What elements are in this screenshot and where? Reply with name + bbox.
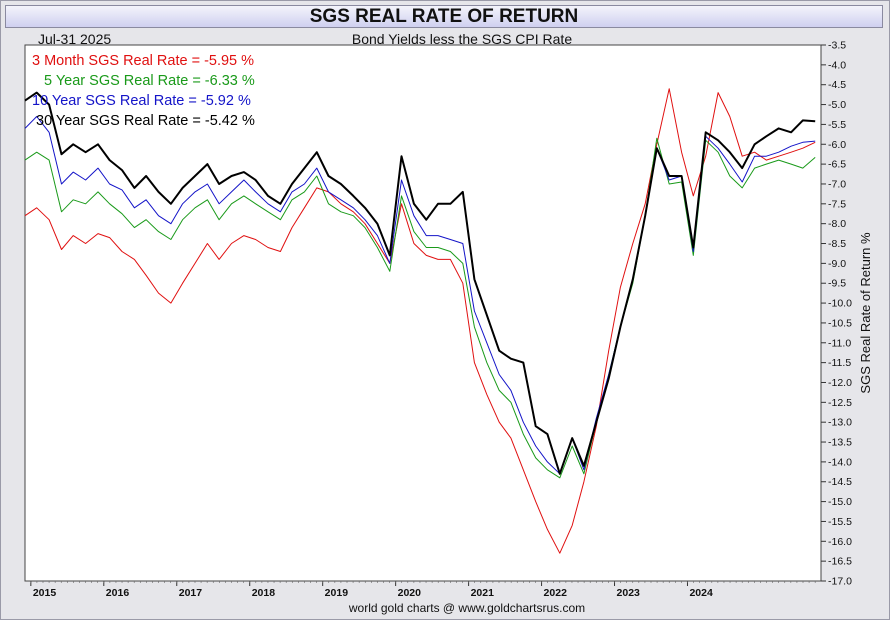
series-line-4: [24, 91, 816, 475]
y-tick-label: -12.5: [828, 397, 852, 409]
y-tick-label: -6.0: [828, 139, 846, 151]
date-label: Jul-31 2025: [38, 31, 111, 47]
legend-entry-3: 10 Year SGS Real Rate = -5.92 %: [32, 93, 251, 109]
y-tick-label: -6.5: [828, 159, 846, 171]
chart-footer: world gold charts @ www.goldchartsrus.co…: [348, 601, 585, 615]
y-tick-label: -4.0: [828, 59, 846, 71]
y-tick-label: -5.0: [828, 99, 846, 111]
x-axis: 2015 2016 2017 2018 2019 2020 2021 2022 2023 2024: [30, 581, 816, 599]
series-line-1: [24, 88, 816, 554]
chart-title: SGS REAL RATE OF RETURN: [5, 5, 883, 28]
y-tick-label: -17.0: [828, 576, 852, 588]
y-tick-label: -11.0: [828, 337, 851, 349]
legend-entry-2: 5 Year SGS Real Rate = -6.33 %: [44, 73, 255, 89]
y-tick-label: -5.5: [828, 119, 846, 131]
legend-entry-1: 3 Month SGS Real Rate = -5.95 %: [32, 53, 254, 69]
x-tick-label: 2024: [689, 587, 713, 599]
legend: 3 Month SGS Real Rate = -5.95 % 5 Year SG…: [32, 53, 255, 129]
y-axis-label: SGS Real Rate of Return %: [858, 232, 873, 394]
y-tick-label: -15.5: [828, 516, 852, 528]
x-tick-label: 2020: [398, 587, 422, 599]
y-tick-label: -16.5: [828, 556, 852, 568]
legend-entry-4: 30 Year SGS Real Rate = -5.42 %: [36, 113, 255, 129]
x-tick-label: 2017: [179, 587, 203, 599]
x-tick-label: 2015: [33, 587, 57, 599]
y-tick-label: -13.0: [828, 417, 852, 429]
x-tick-label: 2022: [544, 587, 568, 599]
y-tick-label: -3.5: [828, 40, 846, 52]
y-tick-label: -8.5: [828, 238, 846, 250]
y-tick-label: -11.5: [828, 357, 851, 369]
y-tick-label: -7.5: [828, 198, 846, 210]
x-tick-label: 2016: [106, 587, 130, 599]
y-tick-label: -10.0: [828, 298, 852, 310]
y-tick-label: -14.0: [828, 456, 852, 468]
y-tick-label: -13.5: [828, 437, 852, 449]
y-tick-label: -9.5: [828, 278, 846, 290]
y-axis: -3.5 -4.0 -4.5 -5.0 -5.5 -6.0 -6.5 -7.0 -7.5 -8.0…: [821, 40, 852, 588]
y-tick-label: -15.0: [828, 496, 852, 508]
plot-area: [24, 44, 822, 582]
y-tick-label: -9.0: [828, 258, 846, 270]
y-tick-label: -16.0: [828, 536, 852, 548]
y-tick-label: -4.5: [828, 79, 846, 91]
x-tick-label: 2021: [471, 587, 495, 599]
x-tick-label: 2023: [617, 587, 641, 599]
x-tick-label: 2018: [252, 587, 276, 599]
series-line-2: [24, 137, 816, 479]
series-lines: [24, 88, 816, 554]
y-tick-label: -12.0: [828, 377, 852, 389]
y-tick-label: -14.5: [828, 476, 852, 488]
y-tick-label: -7.0: [828, 178, 846, 190]
x-tick-label: 2019: [325, 587, 349, 599]
y-tick-label: -8.0: [828, 218, 846, 230]
y-tick-label: -10.5: [828, 317, 852, 329]
chart-subtitle: Bond Yields less the SGS CPI Rate: [352, 31, 572, 47]
